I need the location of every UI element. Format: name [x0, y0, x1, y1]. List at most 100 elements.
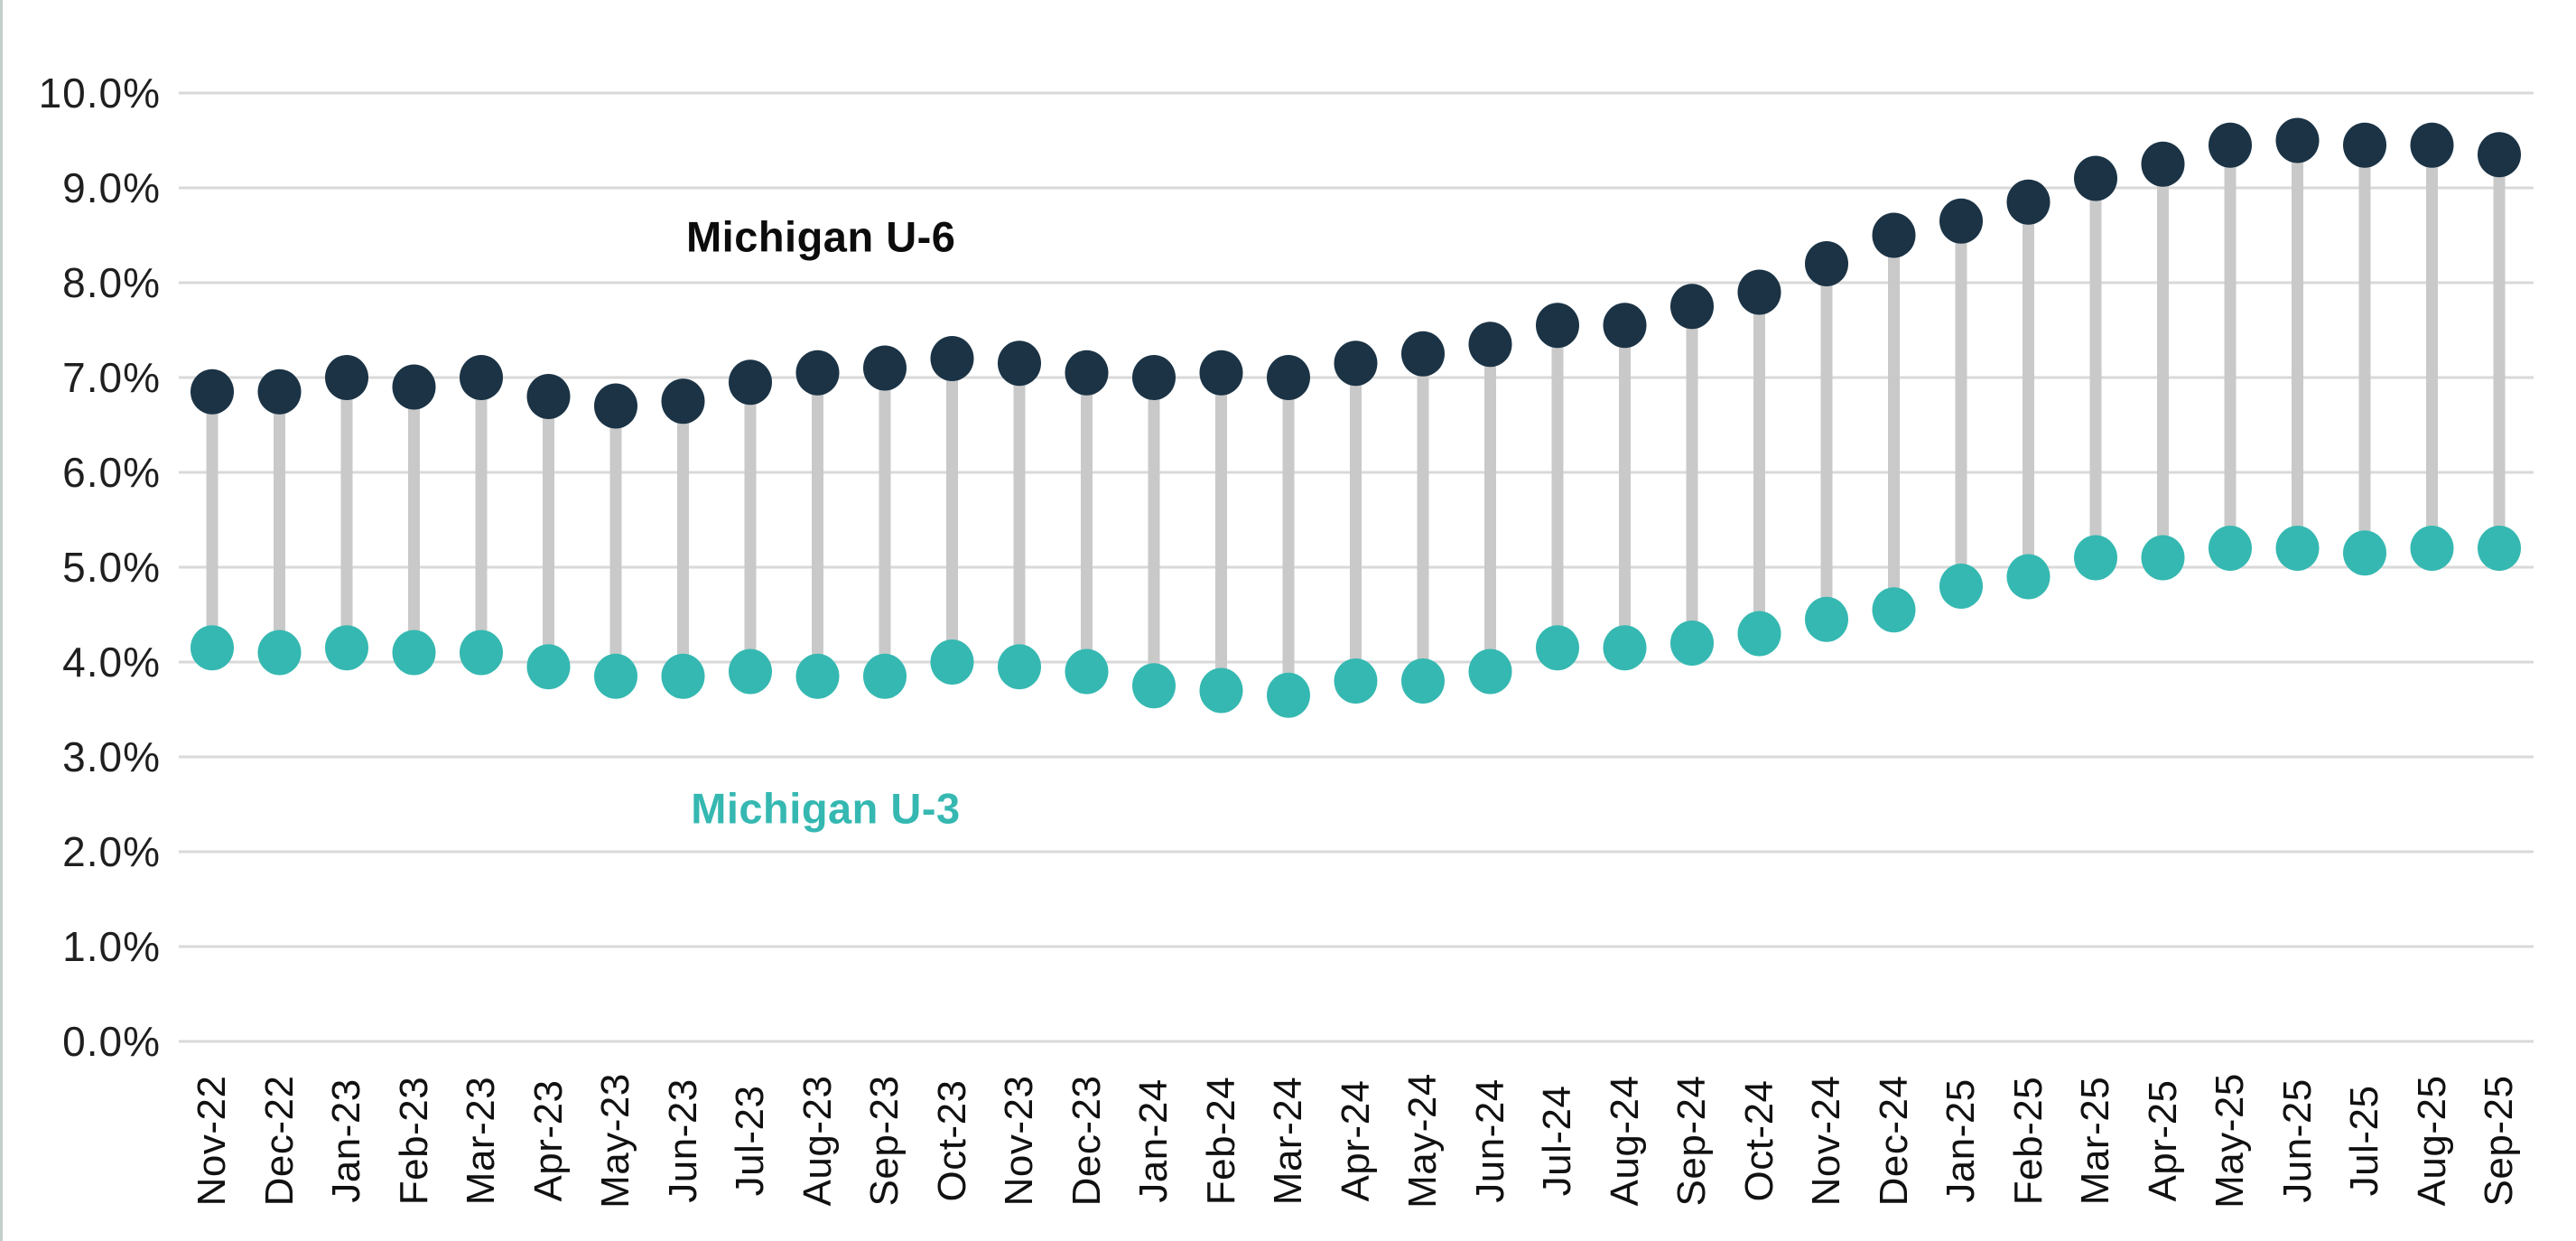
stem-Mar-24 [1282, 378, 1295, 695]
dot-u6-Dec-23 [1065, 350, 1109, 396]
dot-u3-Jul-24 [1536, 625, 1579, 671]
stem-Aug-25 [2426, 145, 2438, 548]
dot-u3-Oct-23 [930, 639, 974, 685]
dot-u6-Oct-24 [1737, 269, 1781, 315]
stem-Apr-25 [2157, 163, 2169, 558]
x-tick-label-Dec-23: Dec-23 [1064, 1075, 1109, 1207]
dot-u3-Feb-24 [1199, 667, 1243, 714]
dot-u3-Oct-24 [1737, 611, 1781, 657]
stem-Nov-22 [206, 391, 219, 648]
y-tick-label-5.0%: 5.0% [62, 544, 161, 591]
stem-Oct-23 [946, 359, 958, 662]
stem-Nov-24 [1820, 264, 1833, 620]
dot-u3-Apr-25 [2141, 535, 2185, 581]
dot-u6-Oct-23 [930, 336, 974, 381]
stem-Oct-24 [1753, 292, 1765, 634]
dot-u6-Sep-25 [2478, 132, 2521, 178]
dot-u3-May-25 [2209, 526, 2252, 571]
dot-u6-Sep-23 [863, 345, 907, 391]
dot-u6-Nov-24 [1805, 241, 1848, 286]
dot-u6-Apr-24 [1334, 341, 1378, 387]
dot-u6-Dec-22 [257, 369, 302, 415]
dot-u6-Nov-23 [998, 341, 1041, 387]
x-tick-label-May-25: May-25 [2208, 1073, 2252, 1208]
dot-u6-Jan-25 [1939, 198, 1983, 244]
dot-u3-Feb-23 [392, 630, 436, 676]
stem-Jan-23 [340, 378, 353, 648]
x-tick-label-Dec-24: Dec-24 [1871, 1075, 1916, 1207]
stem-Aug-23 [812, 372, 823, 676]
stem-Jul-25 [2358, 145, 2371, 554]
dot-u3-Jun-24 [1468, 648, 1512, 695]
dot-u6-Apr-25 [2141, 141, 2185, 187]
series-label-u3: Michigan U-3 [691, 784, 961, 833]
dot-u3-Dec-22 [257, 630, 302, 676]
dot-u6-Sep-24 [1670, 284, 1714, 330]
stem-Dec-24 [1888, 235, 1900, 611]
x-tick-label-Oct-23: Oct-23 [929, 1079, 974, 1202]
x-tick-label-Jan-24: Jan-24 [1131, 1078, 1176, 1203]
stem-Nov-23 [1013, 363, 1026, 667]
stem-Jun-25 [2292, 140, 2303, 548]
y-tick-label-9.0%: 9.0% [62, 164, 161, 211]
stem-Jan-25 [1955, 220, 1967, 586]
dot-u6-Feb-25 [2006, 179, 2051, 225]
stem-Feb-23 [408, 387, 420, 653]
dot-u3-Dec-23 [1065, 648, 1109, 695]
x-tick-label-Nov-23: Nov-23 [997, 1075, 1041, 1207]
dot-u6-Aug-24 [1603, 303, 1647, 349]
y-tick-label-7.0%: 7.0% [62, 354, 161, 401]
dot-u6-May-25 [2209, 122, 2252, 168]
dot-u6-Nov-22 [191, 369, 234, 415]
dot-u6-Jun-24 [1468, 322, 1512, 368]
stem-Jul-24 [1551, 325, 1564, 648]
dot-u3-Aug-24 [1603, 625, 1647, 671]
y-tick-label-0.0%: 0.0% [62, 1018, 161, 1065]
stem-Sep-23 [879, 368, 891, 676]
y-tick-label-1.0%: 1.0% [62, 923, 161, 970]
stem-May-25 [2224, 145, 2237, 548]
x-tick-label-May-24: May-24 [1400, 1073, 1445, 1208]
x-tick-label-Feb-23: Feb-23 [391, 1076, 436, 1206]
dot-u3-Apr-23 [526, 644, 571, 690]
dot-u6-Jul-25 [2343, 122, 2386, 168]
x-tick-label-Aug-23: Aug-23 [795, 1075, 840, 1207]
x-tick-label-Feb-25: Feb-25 [2005, 1076, 2051, 1206]
stem-Sep-25 [2493, 154, 2506, 548]
x-tick-label-Dec-22: Dec-22 [256, 1075, 302, 1207]
dot-u3-Sep-25 [2478, 526, 2521, 571]
dot-u3-Nov-24 [1805, 596, 1848, 642]
stem-May-24 [1417, 353, 1429, 681]
dot-u6-Jun-23 [661, 378, 705, 425]
stem-Mar-23 [475, 378, 488, 653]
dot-u3-Mar-23 [460, 630, 503, 676]
dot-u3-Aug-25 [2410, 526, 2454, 571]
dot-u6-Jun-25 [2275, 117, 2320, 163]
stem-Dec-23 [1081, 372, 1093, 672]
dot-u3-Jul-25 [2343, 530, 2386, 576]
y-tick-label-10.0%: 10.0% [38, 70, 161, 117]
dot-u3-Mar-24 [1267, 672, 1310, 718]
stem-Feb-24 [1215, 372, 1227, 691]
x-tick-label-Jun-23: Jun-23 [660, 1078, 705, 1203]
dot-u6-Jan-23 [325, 355, 368, 400]
stem-Jun-24 [1484, 344, 1496, 672]
x-tick-label-Nov-22: Nov-22 [190, 1075, 234, 1207]
x-tick-label-Jul-25: Jul-25 [2342, 1085, 2386, 1197]
series-label-u6: Michigan U-6 [685, 212, 956, 261]
stem-Apr-24 [1350, 363, 1362, 681]
y-tick-label-4.0%: 4.0% [62, 639, 161, 686]
x-tick-label-Apr-24: Apr-24 [1333, 1079, 1378, 1202]
dot-u6-Feb-23 [392, 364, 436, 410]
stem-Feb-25 [2023, 201, 2034, 577]
stem-Jan-24 [1148, 378, 1160, 686]
x-tick-label-Aug-24: Aug-24 [1602, 1075, 1647, 1207]
dot-u3-May-23 [594, 653, 637, 699]
x-tick-label-Apr-23: Apr-23 [525, 1079, 571, 1202]
x-tick-label-Oct-24: Oct-24 [1736, 1079, 1781, 1202]
dot-u3-Nov-23 [998, 644, 1041, 690]
x-tick-label-Jul-23: Jul-23 [728, 1085, 772, 1197]
y-tick-label-3.0%: 3.0% [62, 733, 161, 780]
